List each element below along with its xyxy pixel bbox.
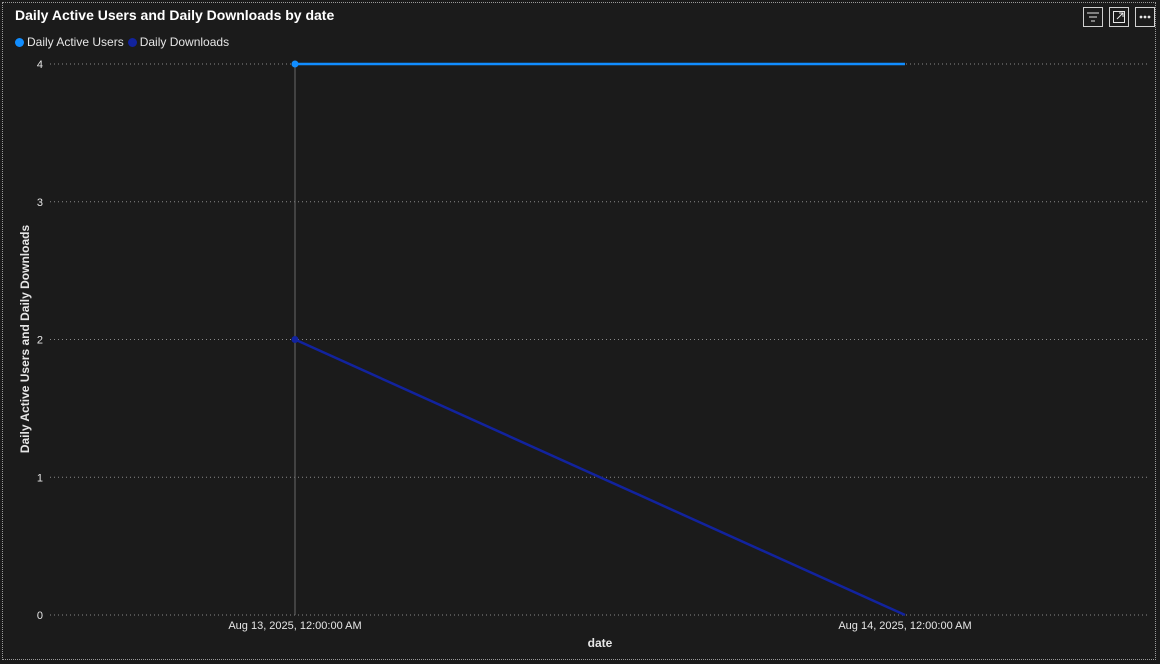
legend-label-daily-downloads: Daily Downloads	[139, 35, 230, 49]
visual-header-icons	[1077, 7, 1155, 27]
filter-icon[interactable]	[1083, 7, 1103, 27]
chart-title: Daily Active Users and Daily Downloads b…	[15, 7, 335, 23]
data-point-daily-downloads	[291, 336, 299, 343]
legend-item-daily-downloads[interactable]: Daily Downloads	[127, 35, 230, 49]
legend-item-daily-active-users[interactable]: Daily Active Users	[15, 35, 124, 49]
legend: Daily Active Users Daily Downloads	[15, 35, 233, 49]
y-tick-label: 4	[37, 59, 43, 71]
y-tick-label: 3	[37, 197, 43, 209]
series-line-daily-downloads	[294, 338, 906, 617]
y-tick-label: 0	[37, 610, 43, 622]
x-tick-label: Aug 14, 2025, 12:00:00 AM	[838, 620, 971, 632]
y-tick-label: 2	[37, 335, 43, 347]
x-tick-label: Aug 13, 2025, 12:00:00 AM	[228, 620, 361, 632]
legend-marker-daily-downloads	[127, 37, 137, 47]
legend-label-daily-active-users: Daily Active Users	[27, 35, 124, 49]
x-axis-title: date	[588, 636, 613, 650]
legend-marker-daily-active-users	[15, 37, 24, 47]
y-axis-title: Daily Active Users and Daily Downloads	[18, 225, 32, 454]
y-tick-label: 1	[37, 472, 43, 484]
data-point-daily-active-users	[291, 60, 299, 68]
more-options-icon[interactable]	[1135, 7, 1155, 27]
focus-mode-icon[interactable]	[1109, 7, 1129, 27]
